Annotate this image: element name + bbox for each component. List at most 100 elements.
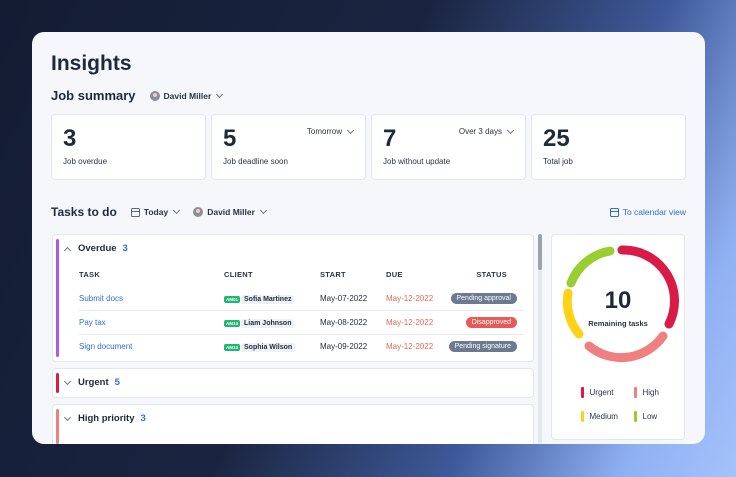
legend-swatch <box>581 387 584 398</box>
group-toggle-overdue[interactable]: Overdue 3 <box>63 243 128 254</box>
due-date: May-12-2022 <box>386 342 434 351</box>
remaining-tasks-card: 10 Remaining tasks Urgent High Medium Lo… <box>551 234 685 440</box>
stat-value: 7 <box>383 125 397 152</box>
status-badge: Disapproved <box>465 317 517 328</box>
tasks-header: Tasks to do Today David Miller To calend… <box>51 205 686 219</box>
donut-segment-high <box>584 331 668 363</box>
tasks-heading: Tasks to do <box>51 205 117 219</box>
start-date: May-07-2022 <box>320 294 368 303</box>
task-group-overdue: Overdue 3 TASK CLIENT START DUE STATUS S… <box>52 234 534 362</box>
stat-job-without-update[interactable]: 7 Over 3 days Job without update <box>371 114 526 180</box>
user-filter[interactable]: David Miller <box>193 206 267 217</box>
group-count: 3 <box>122 243 128 254</box>
stat-label: Job deadline soon <box>223 157 288 166</box>
table-row[interactable]: Pay tax AM14 Liam Johnson May-08-2022 Ma… <box>79 311 523 335</box>
donut-segment-urgent <box>617 245 679 329</box>
user-filter-label: David Miller <box>207 207 255 217</box>
page-title: Insights <box>51 52 132 75</box>
legend-swatch <box>581 411 584 422</box>
stat-job-overdue[interactable]: 3 Job overdue <box>51 114 206 180</box>
chevron-down-icon <box>173 206 181 215</box>
donut-segment-low <box>566 246 615 288</box>
group-name: Urgent <box>78 377 109 388</box>
stat-label: Job without update <box>383 157 451 166</box>
remaining-tasks-donut <box>562 245 679 363</box>
avatar <box>149 90 160 101</box>
avatar <box>193 207 204 217</box>
chevron-down-icon <box>506 126 515 134</box>
job-summary-user-name: David Miller <box>163 90 212 101</box>
chevron-down-icon <box>346 126 355 134</box>
remaining-label: Remaining tasks <box>588 319 648 328</box>
remaining-count: 10 <box>604 287 632 314</box>
legend-swatch <box>634 411 637 422</box>
legend-high: High <box>634 387 659 398</box>
status-badge: Pending approval <box>450 293 517 304</box>
group-count: 3 <box>140 413 146 424</box>
donut-segment-medium <box>562 288 584 339</box>
stat-total-job[interactable]: 25 Total job <box>531 114 686 180</box>
stat-label: Total job <box>543 157 573 166</box>
legend-label: Urgent <box>589 388 614 397</box>
tasks-scrollbar[interactable] <box>538 234 542 444</box>
task-group-urgent: Urgent 5 <box>52 368 534 398</box>
chevron-down-icon <box>216 90 224 98</box>
scrollbar-thumb[interactable] <box>538 234 542 270</box>
update-period-label: Over 3 days <box>458 127 502 136</box>
group-color-bar <box>56 239 59 357</box>
deadline-period-label: Tomorrow <box>306 127 342 136</box>
group-toggle-urgent[interactable]: Urgent 5 <box>63 377 120 388</box>
due-date: May-12-2022 <box>386 318 434 327</box>
client-tag: AM14 <box>224 320 241 327</box>
client-chip[interactable]: AM14 Liam Johnson <box>224 319 295 328</box>
column-header-client[interactable]: CLIENT <box>224 270 253 279</box>
calendar-icon <box>609 207 619 217</box>
stat-job-deadline-soon[interactable]: 5 Tomorrow Job deadline soon <box>211 114 366 180</box>
legend-low: Low <box>634 411 657 422</box>
deadline-period-select[interactable]: Tomorrow <box>306 126 355 136</box>
client-chip[interactable]: AM13 Sophia Wilson <box>224 343 296 352</box>
calendar-icon <box>130 207 140 217</box>
group-name: Overdue <box>78 243 117 254</box>
task-link[interactable]: Pay tax <box>79 318 106 327</box>
calendar-view-label: To calendar view <box>622 207 686 217</box>
job-summary-user-select[interactable]: David Miller <box>149 90 224 101</box>
task-group-high-priority: High priority 3 <box>52 404 534 444</box>
client-name: Sofia Martinez <box>241 295 295 304</box>
task-link[interactable]: Sign document <box>79 342 133 351</box>
legend-medium: Medium <box>581 411 618 422</box>
column-header-due[interactable]: DUE <box>386 270 403 279</box>
column-header-status[interactable]: STATUS <box>476 270 507 279</box>
client-name: Liam Johnson <box>241 319 295 328</box>
client-chip[interactable]: AM01 Sofia Martinez <box>224 295 295 304</box>
group-count: 5 <box>114 377 120 388</box>
job-summary-heading: Job summary <box>51 88 136 103</box>
table-row[interactable]: Submit docs AM01 Sofia Martinez May-07-2… <box>79 287 523 311</box>
chevron-down-icon <box>63 413 72 421</box>
table-row[interactable]: Sign document AM13 Sophia Wilson May-09-… <box>79 335 523 359</box>
date-filter[interactable]: Today <box>130 206 181 217</box>
job-summary-header: Job summary David Miller <box>51 88 224 103</box>
stat-value: 5 <box>223 125 237 152</box>
calendar-view-link[interactable]: To calendar view <box>609 207 686 217</box>
legend-label: Low <box>642 412 658 421</box>
group-color-bar <box>56 373 59 393</box>
chevron-down-icon <box>63 377 72 385</box>
column-header-start[interactable]: START <box>320 270 346 279</box>
group-toggle-high-priority[interactable]: High priority 3 <box>63 413 146 424</box>
due-date: May-12-2022 <box>386 294 434 303</box>
stats-row: 3 Job overdue 5 Tomorrow Job deadline so… <box>51 114 686 180</box>
client-tag: AM13 <box>224 344 241 351</box>
date-filter-label: Today <box>143 207 169 217</box>
legend-label: Medium <box>589 412 618 421</box>
start-date: May-09-2022 <box>320 342 368 351</box>
chevron-down-icon <box>259 206 267 215</box>
status-badge: Pending signature <box>448 341 517 352</box>
task-link[interactable]: Submit docs <box>79 294 124 303</box>
group-name: High priority <box>78 413 135 424</box>
stat-value: 3 <box>63 125 77 152</box>
legend-label: High <box>642 388 659 397</box>
column-header-task[interactable]: TASK <box>79 270 101 279</box>
update-period-select[interactable]: Over 3 days <box>458 126 515 136</box>
client-tag: AM01 <box>224 296 241 303</box>
